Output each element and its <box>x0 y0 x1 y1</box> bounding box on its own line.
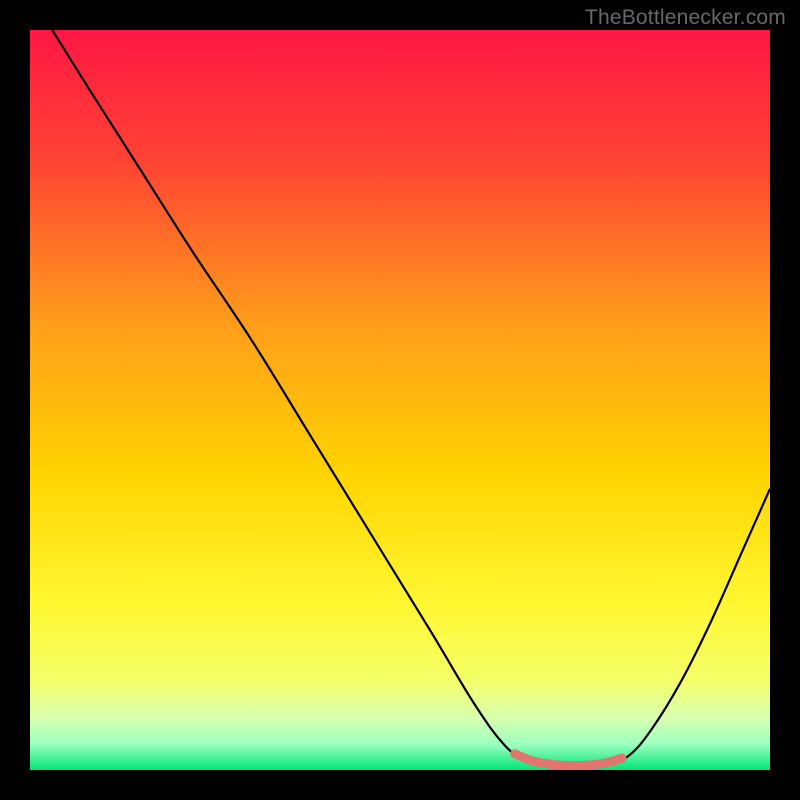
bottleneck-chart-svg <box>0 0 800 800</box>
gradient-background <box>30 30 770 770</box>
watermark-text: TheBottlenecker.com <box>585 6 786 30</box>
chart-container: TheBottlenecker.com <box>0 0 800 800</box>
